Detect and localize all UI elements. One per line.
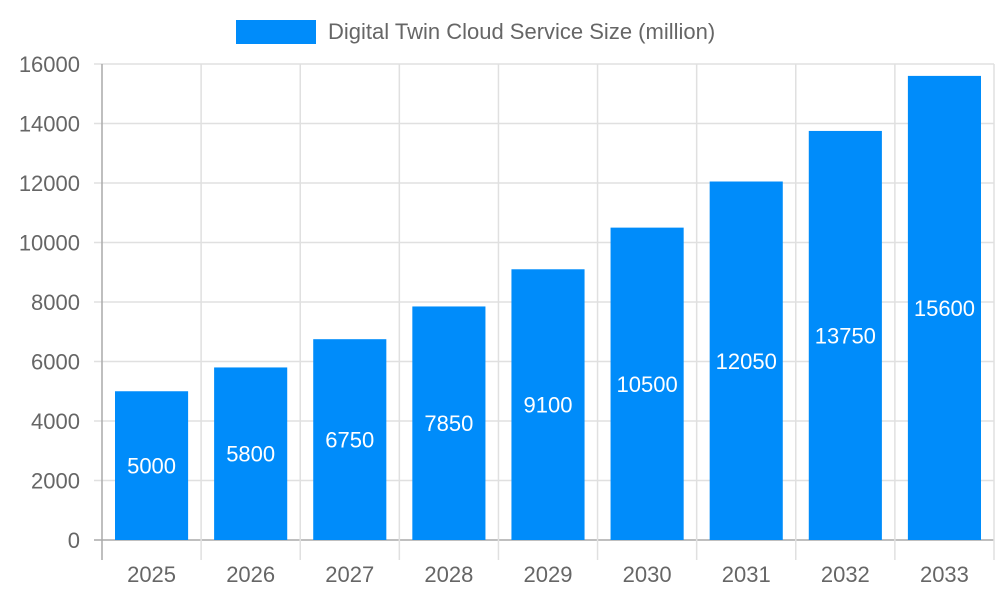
y-tick-label: 6000 <box>31 350 80 375</box>
y-tick-label: 14000 <box>19 112 80 137</box>
bar <box>313 339 387 540</box>
data-label: 5000 <box>127 454 176 479</box>
y-tick-label: 4000 <box>31 409 80 434</box>
data-label: 7850 <box>424 411 473 436</box>
bar <box>907 75 981 541</box>
bar <box>709 181 783 540</box>
data-label: 5800 <box>226 442 275 467</box>
bar <box>214 367 288 540</box>
x-tick-label: 2031 <box>722 562 771 587</box>
legend-label: Digital Twin Cloud Service Size (million… <box>328 19 715 44</box>
data-label: 6750 <box>325 428 374 453</box>
y-tick-label: 16000 <box>19 52 80 77</box>
bar <box>412 306 486 540</box>
x-tick-label: 2033 <box>920 562 969 587</box>
data-label: 15600 <box>914 296 975 321</box>
bar <box>511 269 585 540</box>
x-tick-label: 2025 <box>127 562 176 587</box>
y-tick-label: 2000 <box>31 469 80 494</box>
bar <box>808 130 882 540</box>
axes: 0 2000 4000 6000 8000 10000 12000 14000 16000 202… <box>19 52 969 587</box>
x-tick-label: 2030 <box>623 562 672 587</box>
data-label: 13750 <box>815 323 876 348</box>
y-tick-label: 8000 <box>31 290 80 315</box>
x-tick-label: 2032 <box>821 562 870 587</box>
y-tick-label: 10000 <box>19 231 80 256</box>
x-tick-label: 2026 <box>226 562 275 587</box>
y-tick-label: 0 <box>68 528 80 553</box>
y-tick-label: 12000 <box>19 171 80 196</box>
bar <box>115 391 189 540</box>
legend[interactable]: Digital Twin Cloud Service Size (million… <box>236 19 715 44</box>
bars: 5000 5800 6750 7850 9100 10500 12050 13750 15600 <box>115 75 981 541</box>
legend-swatch <box>236 20 316 44</box>
x-tick-label: 2029 <box>524 562 573 587</box>
x-tick-label: 2028 <box>424 562 473 587</box>
data-label: 10500 <box>617 372 678 397</box>
data-label: 12050 <box>716 349 777 374</box>
data-label: 9100 <box>524 393 573 418</box>
bar <box>610 227 684 540</box>
x-tick-label: 2027 <box>325 562 374 587</box>
